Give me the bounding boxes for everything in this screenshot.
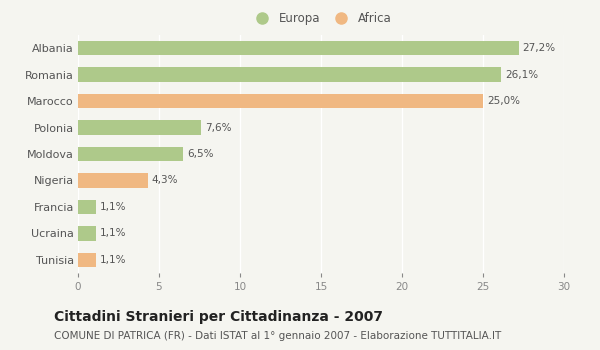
- Legend: Europa, Africa: Europa, Africa: [245, 8, 397, 30]
- Bar: [78, 199, 96, 214]
- Text: 4,3%: 4,3%: [152, 175, 178, 186]
- Bar: [78, 41, 518, 56]
- Text: 6,5%: 6,5%: [187, 149, 214, 159]
- Text: 7,6%: 7,6%: [205, 122, 232, 133]
- Text: COMUNE DI PATRICA (FR) - Dati ISTAT al 1° gennaio 2007 - Elaborazione TUTTITALIA: COMUNE DI PATRICA (FR) - Dati ISTAT al 1…: [54, 331, 501, 341]
- Text: 1,1%: 1,1%: [100, 228, 127, 238]
- Text: Cittadini Stranieri per Cittadinanza - 2007: Cittadini Stranieri per Cittadinanza - 2…: [54, 310, 383, 324]
- Text: 1,1%: 1,1%: [100, 255, 127, 265]
- Text: 25,0%: 25,0%: [487, 96, 520, 106]
- Bar: [78, 173, 148, 188]
- Text: 26,1%: 26,1%: [505, 70, 538, 80]
- Bar: [78, 252, 96, 267]
- Bar: [78, 226, 96, 240]
- Text: 27,2%: 27,2%: [523, 43, 556, 53]
- Bar: [78, 120, 201, 135]
- Bar: [78, 94, 483, 108]
- Bar: [78, 147, 184, 161]
- Text: 1,1%: 1,1%: [100, 202, 127, 212]
- Bar: [78, 68, 501, 82]
